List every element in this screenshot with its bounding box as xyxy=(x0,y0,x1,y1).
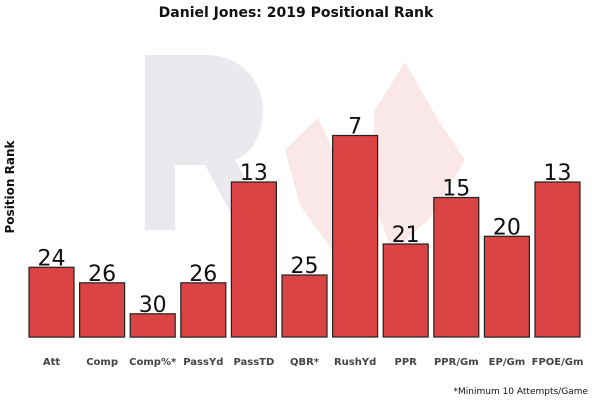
data-labels-group: 24 26 30 26 13 25 7 21 15 20 13 xyxy=(38,115,572,318)
data-label: 13 xyxy=(544,161,572,186)
data-label: 24 xyxy=(38,246,66,271)
data-label: 13 xyxy=(240,161,268,186)
data-label: 25 xyxy=(291,254,319,279)
bar-att xyxy=(28,266,75,338)
x-tick-label: PPR/Gm xyxy=(434,357,479,368)
bar-fpoe-gm xyxy=(534,181,581,338)
data-label: 26 xyxy=(189,262,217,287)
x-tick-label: PPR xyxy=(395,357,418,368)
chart-title: Daniel Jones: 2019 Positional Rank xyxy=(159,5,434,21)
bar-ppr xyxy=(382,243,429,338)
y-axis-label: Position Rank xyxy=(3,140,17,234)
x-tick-labels-group: Att Comp Comp%* PassYd PassTD QBR* RushYd PPR PP… xyxy=(43,357,584,368)
data-label: 21 xyxy=(392,223,420,248)
x-tick-label: PassYd xyxy=(183,357,223,368)
data-label: 7 xyxy=(348,115,362,140)
data-label: 30 xyxy=(139,293,167,318)
footnote: *Minimum 10 Attempts/Game xyxy=(454,387,589,397)
bar-qbr xyxy=(281,274,328,338)
bars-group xyxy=(28,134,581,338)
x-tick-label: FPOE/Gm xyxy=(532,357,584,368)
data-label: 20 xyxy=(493,215,521,240)
x-tick-label: Comp%* xyxy=(129,357,177,368)
watermark-shard xyxy=(370,62,465,252)
bar-passtd xyxy=(230,181,277,338)
data-label: 15 xyxy=(442,177,470,202)
x-tick-label: Comp xyxy=(86,357,118,368)
x-tick-label: QBR* xyxy=(290,357,320,368)
bar-comp xyxy=(129,313,176,338)
x-tick-label: EP/Gm xyxy=(489,357,525,368)
x-tick-label: Att xyxy=(43,357,61,368)
bar-rushyd xyxy=(332,134,379,338)
data-label: 26 xyxy=(88,262,116,287)
x-tick-label: PassTD xyxy=(233,357,274,368)
bar-ppr-gm xyxy=(433,196,480,338)
bar-comp xyxy=(78,282,126,338)
x-tick-label: RushYd xyxy=(334,357,376,368)
bar-passyd xyxy=(180,282,227,338)
bar-ep-gm xyxy=(483,235,530,338)
